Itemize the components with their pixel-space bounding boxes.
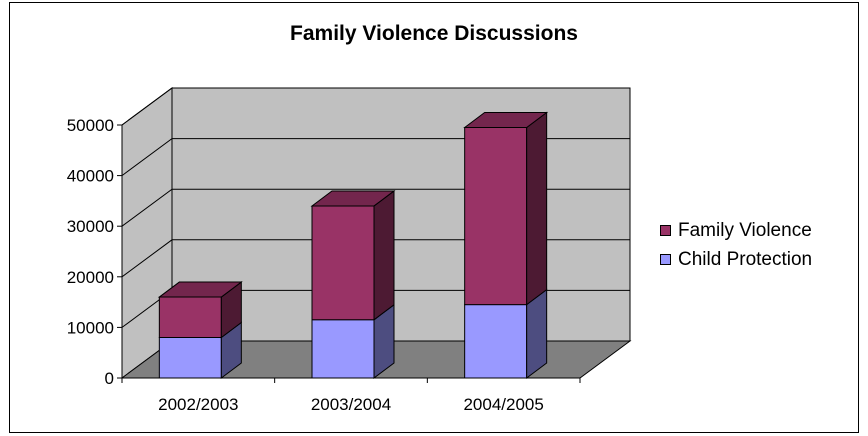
y-tick-label: 40000 [67,167,114,186]
y-tick-label: 20000 [67,268,114,287]
y-tick-label: 10000 [67,318,114,337]
x-tick-label: 2003/2004 [311,395,391,414]
y-tick-label: 50000 [67,116,114,135]
x-tick-label: 2002/2003 [158,395,238,414]
bar-family-violence-1-top [310,190,396,207]
bar-child-protection-0-front [158,337,222,379]
chart-title: Family Violence Discussions [290,22,578,45]
legend-swatch-child-protection [660,254,671,265]
legend-item-family-violence: Family Violence [660,216,868,245]
bar-family-violence-2-side [526,111,548,306]
x-tick-label: 2004/2005 [463,395,543,414]
chart-legend: Family Violence Child Protection [660,216,868,274]
bar-family-violence-2-top [463,112,549,129]
bar-family-violence-1-front [311,205,375,321]
bar-family-violence-0-front [158,296,222,339]
bar-child-protection-2-front [464,304,528,379]
bar-child-protection-1-front [311,319,375,379]
y-tick-label: 30000 [67,217,114,236]
legend-item-child-protection: Child Protection [660,245,868,274]
gridline [121,87,630,126]
legend-swatch-family-violence [660,225,671,236]
legend-label-family-violence: Family Violence [678,219,812,241]
bar-family-violence-2-front [464,127,528,306]
bar-family-violence-0-top [157,281,243,298]
bar-family-violence-1-side [373,189,395,321]
legend-label-child-protection: Child Protection [678,248,813,270]
y-tick-label: 0 [105,369,114,388]
